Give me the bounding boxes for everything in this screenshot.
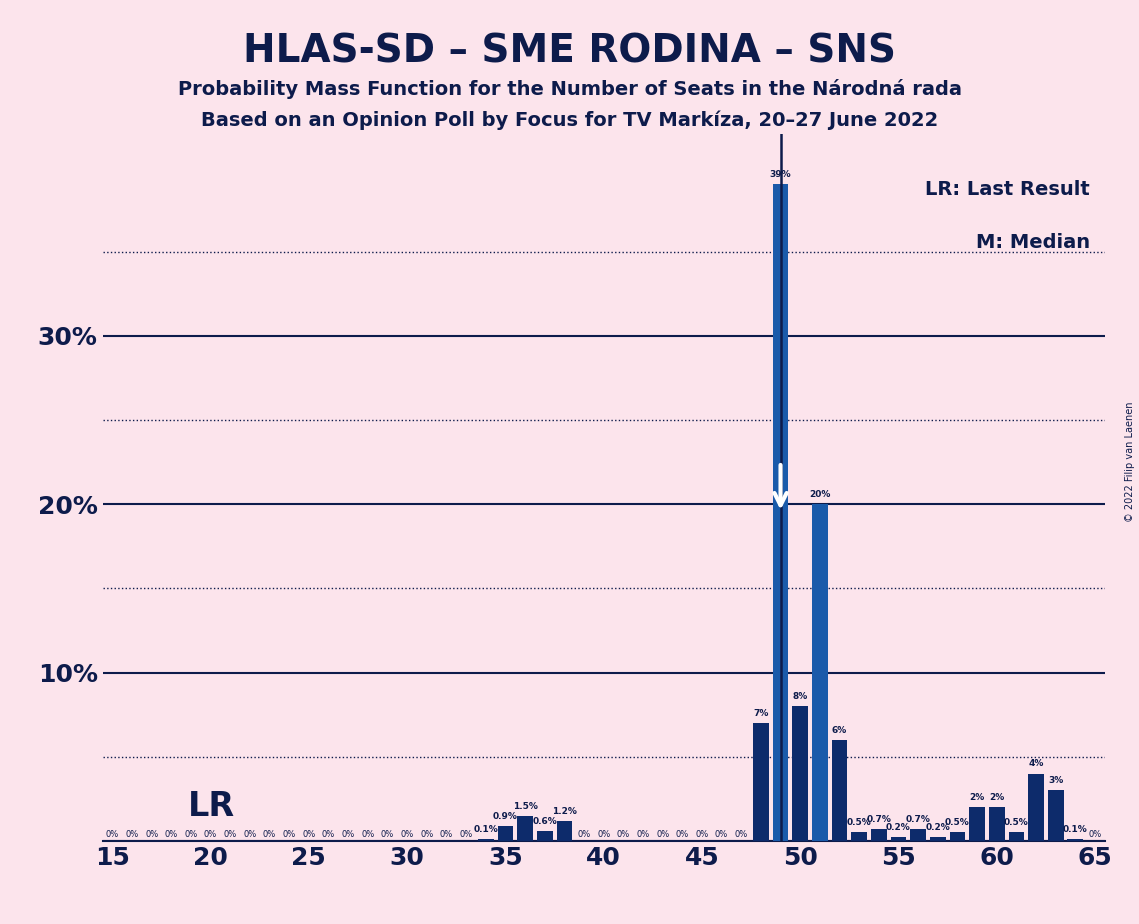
Text: 0.7%: 0.7%: [906, 815, 931, 824]
Text: LR: Last Result: LR: Last Result: [925, 180, 1090, 199]
Text: 0%: 0%: [322, 831, 335, 840]
Text: Based on an Opinion Poll by Focus for TV Markíza, 20–27 June 2022: Based on an Opinion Poll by Focus for TV…: [200, 111, 939, 130]
Text: 0%: 0%: [577, 831, 591, 840]
Text: 0%: 0%: [106, 831, 118, 840]
Bar: [1008, 833, 1024, 841]
Text: 0.5%: 0.5%: [945, 819, 969, 827]
Text: 4%: 4%: [1029, 760, 1043, 769]
Bar: [753, 723, 769, 841]
Text: 0%: 0%: [185, 831, 197, 840]
Text: 0%: 0%: [616, 831, 630, 840]
Text: 7%: 7%: [753, 709, 769, 718]
Bar: [831, 740, 847, 841]
Text: 0.9%: 0.9%: [493, 811, 518, 821]
Text: 20%: 20%: [809, 491, 830, 499]
Text: 0.2%: 0.2%: [925, 823, 950, 833]
Text: 0%: 0%: [342, 831, 355, 840]
Text: 0%: 0%: [302, 831, 316, 840]
Text: 2%: 2%: [989, 793, 1005, 802]
Text: 0%: 0%: [361, 831, 375, 840]
Text: 0%: 0%: [165, 831, 178, 840]
Text: 0%: 0%: [380, 831, 394, 840]
Text: 0.7%: 0.7%: [867, 815, 891, 824]
Bar: [989, 808, 1005, 841]
Bar: [950, 833, 965, 841]
Bar: [557, 821, 572, 841]
Text: 39%: 39%: [770, 170, 792, 179]
Text: 0%: 0%: [125, 831, 139, 840]
Text: 0%: 0%: [695, 831, 708, 840]
Bar: [478, 839, 493, 841]
Text: Probability Mass Function for the Number of Seats in the Národná rada: Probability Mass Function for the Number…: [178, 79, 961, 99]
Text: 1.5%: 1.5%: [513, 801, 538, 810]
Text: 0.5%: 0.5%: [846, 819, 871, 827]
Text: 0.1%: 0.1%: [474, 825, 498, 834]
Text: 0%: 0%: [675, 831, 689, 840]
Text: LR: LR: [188, 790, 235, 823]
Text: 0%: 0%: [637, 831, 649, 840]
Text: © 2022 Filip van Laenen: © 2022 Filip van Laenen: [1125, 402, 1134, 522]
Text: 0.6%: 0.6%: [532, 817, 557, 826]
Text: 0%: 0%: [735, 831, 748, 840]
Text: 8%: 8%: [793, 692, 808, 701]
Text: 2%: 2%: [969, 793, 985, 802]
Text: 0%: 0%: [420, 831, 434, 840]
Bar: [1029, 773, 1044, 841]
Text: HLAS-SD – SME RODINA – SNS: HLAS-SD – SME RODINA – SNS: [243, 32, 896, 70]
Text: 0%: 0%: [282, 831, 296, 840]
Bar: [969, 808, 985, 841]
Text: M: Median: M: Median: [976, 233, 1090, 252]
Text: 0%: 0%: [244, 831, 256, 840]
Bar: [772, 185, 788, 841]
Bar: [1048, 790, 1064, 841]
Text: 0.1%: 0.1%: [1063, 825, 1088, 834]
Bar: [851, 833, 867, 841]
Bar: [1067, 839, 1083, 841]
Bar: [910, 829, 926, 841]
Text: 0.2%: 0.2%: [886, 823, 911, 833]
Text: 0%: 0%: [263, 831, 276, 840]
Bar: [871, 829, 886, 841]
Text: 0%: 0%: [656, 831, 670, 840]
Bar: [793, 706, 808, 841]
Bar: [891, 837, 907, 841]
Text: 3%: 3%: [1048, 776, 1064, 785]
Text: 0.5%: 0.5%: [1003, 819, 1029, 827]
Text: 0%: 0%: [715, 831, 728, 840]
Text: 0%: 0%: [1089, 831, 1101, 840]
Text: 0%: 0%: [440, 831, 453, 840]
Text: 6%: 6%: [831, 726, 847, 735]
Text: 0%: 0%: [459, 831, 473, 840]
Text: 0%: 0%: [597, 831, 611, 840]
Text: 0%: 0%: [401, 831, 413, 840]
Bar: [536, 831, 552, 841]
Bar: [929, 837, 945, 841]
Text: 1.2%: 1.2%: [552, 807, 576, 816]
Bar: [517, 816, 533, 841]
Bar: [812, 505, 828, 841]
Text: 0%: 0%: [223, 831, 237, 840]
Bar: [498, 826, 514, 841]
Text: 0%: 0%: [145, 831, 158, 840]
Text: 0%: 0%: [204, 831, 218, 840]
